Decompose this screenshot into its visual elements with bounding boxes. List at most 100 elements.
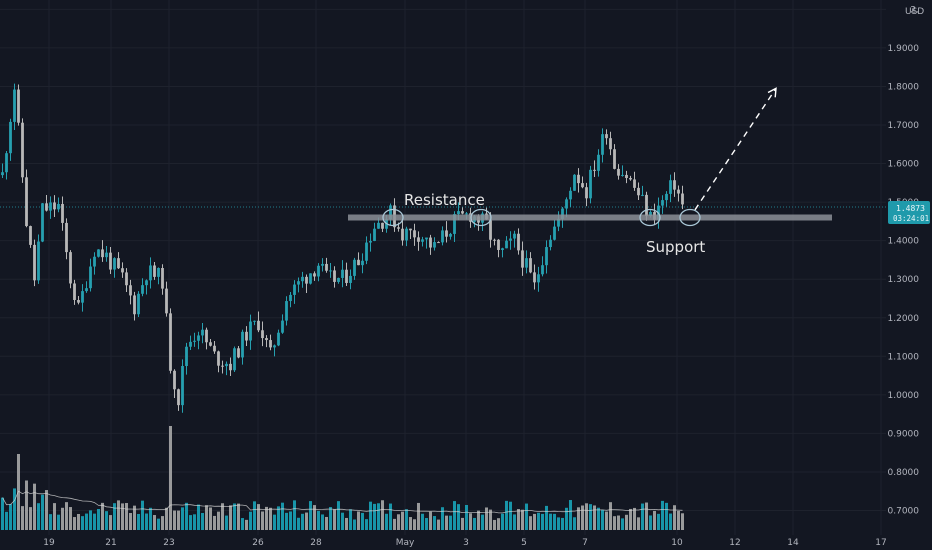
- candle-body: [233, 348, 236, 371]
- volume-bar: [93, 513, 96, 530]
- volume-bar: [349, 509, 352, 530]
- volume-bar: [257, 504, 260, 530]
- volume-bar: [649, 515, 652, 530]
- price-axis-tick: 1.6000: [888, 160, 920, 170]
- candle-body: [533, 272, 536, 283]
- candle-body: [105, 252, 108, 258]
- candle-body: [145, 280, 148, 286]
- volume-bar: [133, 505, 136, 530]
- candle-body: [489, 219, 492, 240]
- candle-body: [401, 228, 404, 241]
- time-axis-tick: 28: [310, 538, 322, 548]
- volume-bar: [49, 514, 52, 530]
- candle-body: [129, 285, 132, 296]
- candle-body: [57, 203, 60, 210]
- candle-body: [405, 228, 408, 241]
- volume-bar: [33, 483, 36, 530]
- candle-body: [305, 276, 308, 284]
- time-axis-tick: 26: [252, 538, 264, 548]
- candle-body: [541, 265, 544, 275]
- volume-bar: [153, 515, 156, 530]
- time-axis-tick: 19: [43, 538, 55, 548]
- volume-bar: [161, 516, 164, 530]
- volume-bar: [5, 511, 8, 530]
- volume-bar: [221, 503, 224, 530]
- candle-body: [509, 238, 512, 241]
- candle-body: [593, 169, 596, 171]
- time-axis-tick: 21: [105, 538, 116, 548]
- volume-bars: [1, 426, 684, 530]
- candle-body: [125, 272, 128, 286]
- candle-body: [1, 172, 4, 176]
- volume-bar: [145, 513, 148, 530]
- candle-body: [273, 345, 276, 348]
- candle-body: [521, 250, 524, 268]
- volume-bar: [65, 502, 68, 530]
- candle-body: [173, 370, 176, 390]
- volume-bar: [417, 502, 420, 530]
- candle-body: [637, 187, 640, 196]
- candle-body: [341, 269, 344, 278]
- volume-bar: [241, 518, 244, 530]
- candle-body: [197, 335, 200, 341]
- candle-body: [349, 275, 352, 283]
- volume-bar: [653, 510, 656, 530]
- candle-body: [101, 249, 104, 258]
- volume-bar: [633, 507, 636, 530]
- projection-arrow-head: [767, 87, 777, 98]
- candle-body: [209, 342, 212, 346]
- volume-bar: [569, 500, 572, 530]
- chart-grid: [0, 0, 886, 535]
- volume-bar: [277, 506, 280, 530]
- volume-bar: [469, 513, 472, 530]
- candle-body: [261, 330, 264, 339]
- candle-body: [237, 348, 240, 358]
- volume-bar: [677, 510, 680, 530]
- candle-body: [297, 281, 300, 285]
- volume-bar: [149, 507, 152, 530]
- volume-bar: [357, 511, 360, 530]
- candle-body: [177, 389, 180, 406]
- volume-bar: [345, 517, 348, 530]
- candle-body: [397, 227, 400, 229]
- candle-body: [457, 211, 460, 215]
- volume-bar: [617, 515, 620, 530]
- candle-body: [141, 285, 144, 294]
- candle-body: [453, 214, 456, 234]
- candle-body: [553, 226, 556, 240]
- volume-bar: [381, 500, 384, 530]
- volume-bar: [117, 500, 120, 530]
- volume-bar: [625, 514, 628, 530]
- volume-bar: [665, 502, 668, 530]
- volume-bar: [513, 514, 516, 530]
- volume-bar: [549, 513, 552, 530]
- volume-bar: [613, 516, 616, 530]
- volume-bar: [593, 505, 596, 530]
- volume-bar: [173, 510, 176, 530]
- volume-bar: [321, 514, 324, 530]
- volume-bar: [657, 513, 660, 530]
- volume-bar: [373, 503, 376, 530]
- candle-body: [217, 351, 220, 366]
- volume-bar: [585, 503, 588, 530]
- candle-body: [325, 263, 328, 271]
- candle-body: [149, 265, 152, 281]
- volume-bar: [101, 502, 104, 530]
- volume-bar: [273, 514, 276, 530]
- candle-body: [677, 189, 680, 194]
- time-axis-tick: May: [396, 538, 415, 548]
- volume-bar: [253, 501, 256, 530]
- volume-bar: [73, 517, 76, 530]
- candle-body: [517, 233, 520, 251]
- candle-body: [365, 242, 368, 261]
- volume-bar: [293, 500, 296, 530]
- volume-bar: [589, 504, 592, 530]
- candle-body: [345, 269, 348, 283]
- volume-bar: [13, 488, 16, 530]
- volume-bar: [553, 513, 556, 530]
- volume-bar: [81, 516, 84, 530]
- volume-bar: [21, 506, 24, 530]
- candle-body: [85, 288, 88, 292]
- volume-bar: [425, 518, 428, 530]
